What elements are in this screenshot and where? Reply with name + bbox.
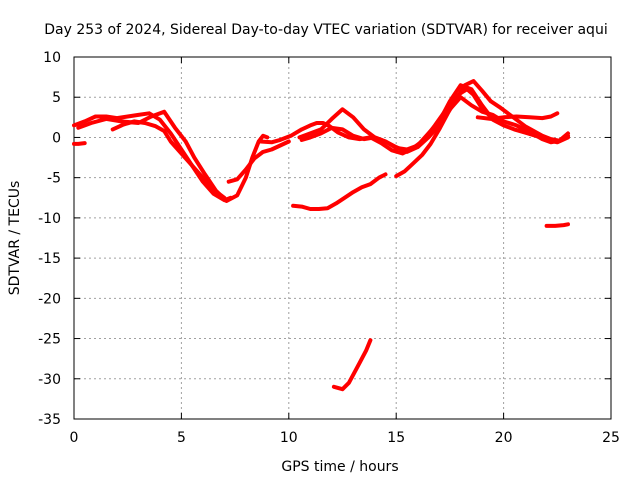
y-tick-label: -25	[38, 332, 61, 348]
y-tick-label: -20	[38, 291, 61, 307]
series-arc-12	[331, 338, 373, 392]
y-tick-label: 0	[52, 130, 61, 146]
x-tick-label: 10	[280, 430, 298, 446]
y-tick-label: -5	[47, 171, 61, 187]
x-tick-labels: 0 5 10 15 20 25	[70, 430, 620, 446]
y-tick-label: 10	[43, 50, 61, 66]
series-arc-4	[72, 141, 87, 146]
series-arc-11	[291, 172, 388, 211]
series-arc-5	[226, 139, 291, 184]
series-layer	[72, 79, 570, 392]
y-tick-label: -30	[38, 372, 61, 388]
series-arc-3	[110, 119, 227, 200]
x-tick-label: 0	[70, 430, 79, 446]
series-arc-10	[475, 111, 560, 121]
series-arc-8	[299, 95, 506, 154]
series-arc-13	[544, 222, 570, 228]
y-tick-labels: 10 5 0 -5 -10 -15 -20 -25 -30 -35	[38, 50, 61, 428]
chart-title: Day 253 of 2024, Sidereal Day-to-day VTE…	[44, 22, 607, 38]
series-arc-7	[297, 83, 570, 152]
y-tick-label: -15	[38, 251, 61, 267]
axis-ticks	[73, 56, 612, 420]
x-axis-title: GPS time / hours	[281, 459, 398, 475]
y-tick-label: -35	[38, 412, 61, 428]
y-axis-title: SDTVAR / TECUs	[7, 181, 23, 296]
x-tick-label: 5	[177, 430, 186, 446]
x-tick-label: 15	[387, 430, 405, 446]
plot-frame	[73, 56, 612, 420]
x-tick-label: 20	[495, 430, 513, 446]
y-tick-label: 5	[52, 90, 61, 106]
series-arc-9	[394, 79, 570, 179]
y-tick-label: -10	[38, 211, 61, 227]
x-tick-label: 25	[602, 430, 620, 446]
series-arc-2	[76, 109, 270, 203]
